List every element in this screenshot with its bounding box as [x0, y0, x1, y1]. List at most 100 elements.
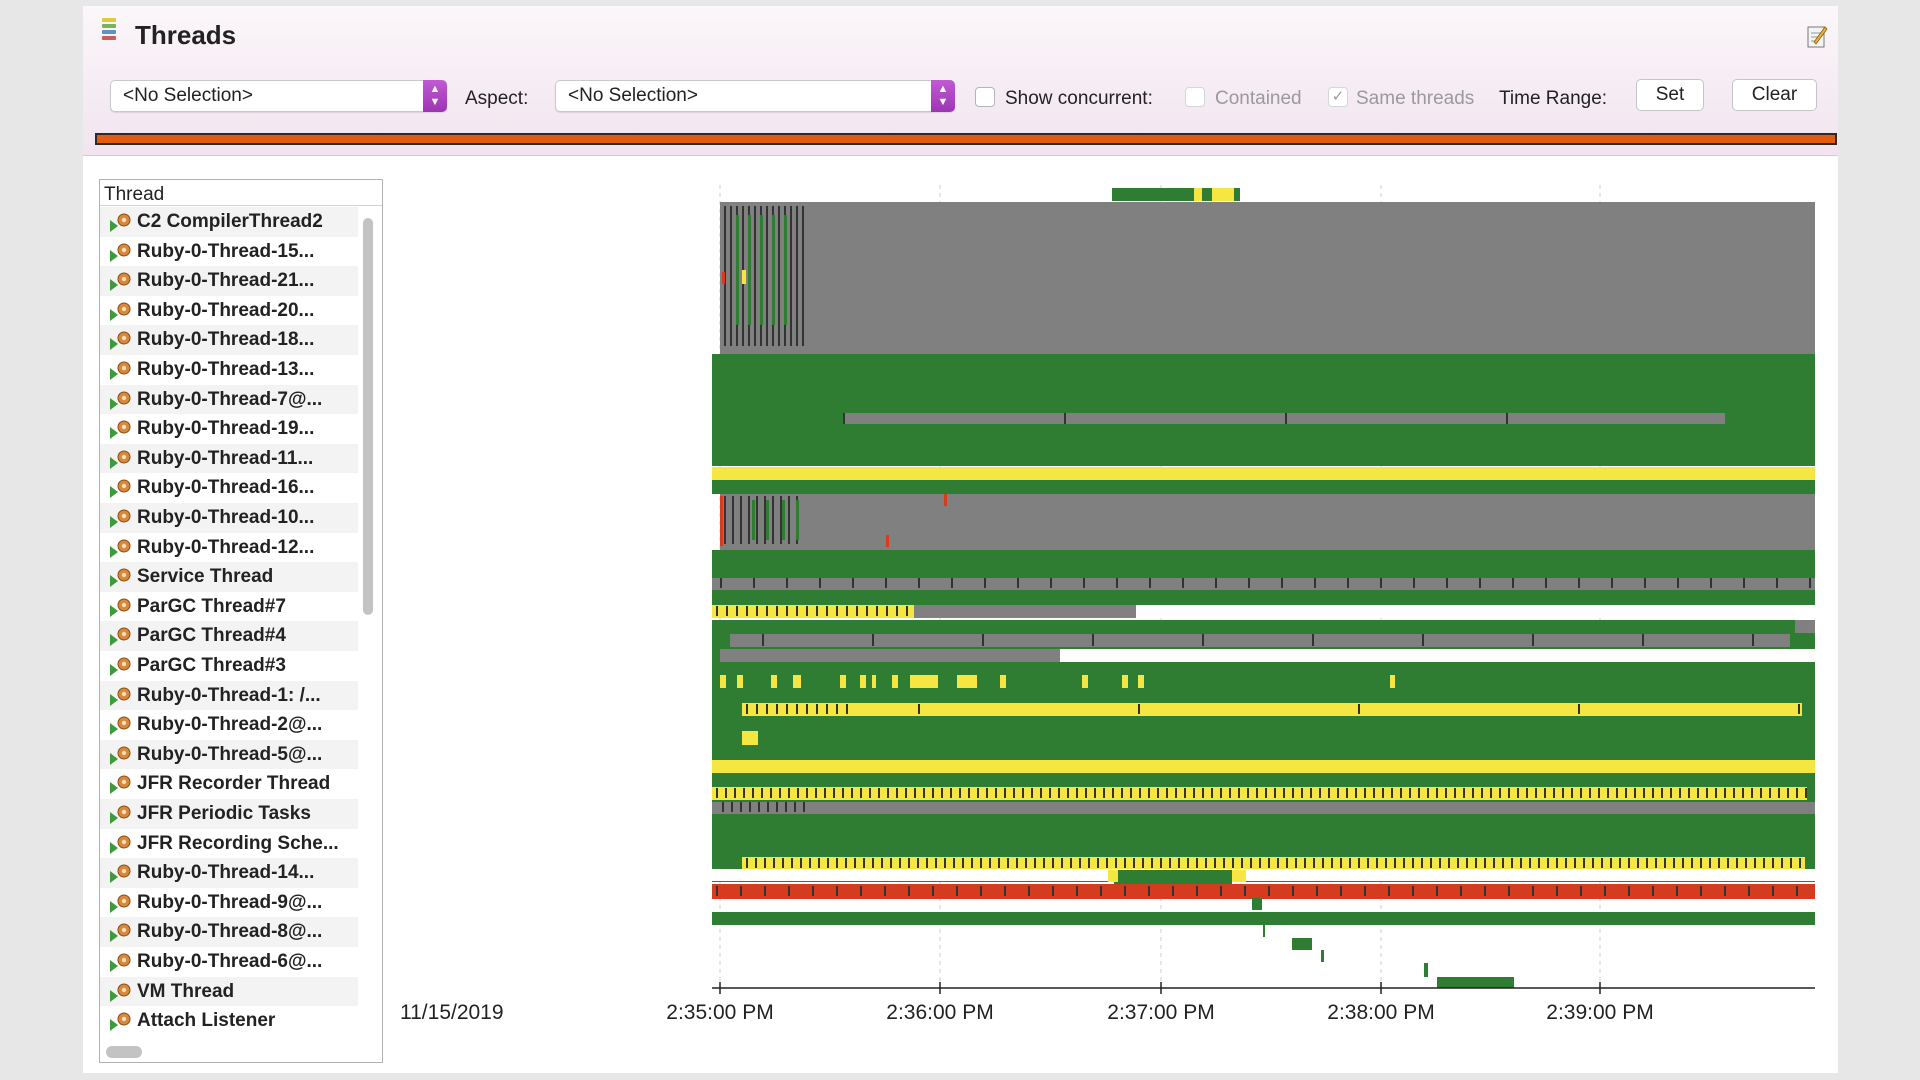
event-mark — [1301, 788, 1303, 798]
thread-row[interactable]: Ruby-0-Thread-19... — [100, 414, 358, 444]
event-mark — [1148, 788, 1150, 798]
state-segment — [736, 215, 739, 325]
event-mark — [806, 606, 808, 616]
event-mark — [856, 606, 858, 616]
event-mark — [1187, 858, 1189, 868]
event-mark — [776, 606, 778, 616]
event-mark — [743, 788, 745, 798]
event-mark — [869, 788, 871, 798]
event-mark — [788, 886, 790, 896]
state-segment — [1292, 938, 1312, 950]
event-mark — [761, 788, 763, 798]
event-mark — [1502, 858, 1504, 868]
contained-checkbox[interactable] — [1185, 87, 1205, 107]
thread-row[interactable]: Ruby-0-Thread-8@... — [100, 917, 358, 947]
event-mark — [1700, 858, 1702, 868]
horizontal-scrollbar[interactable] — [106, 1046, 142, 1058]
thread-row[interactable]: ParGC Thread#4 — [100, 621, 358, 651]
thread-row[interactable]: Ruby-0-Thread-12... — [100, 532, 358, 563]
thread-row[interactable]: C2 CompilerThread2 — [100, 207, 358, 237]
thread-row[interactable]: Ruby-0-Thread-18... — [100, 325, 358, 355]
thread-icon — [110, 509, 131, 528]
same-threads-checkbox[interactable]: ✓ — [1328, 87, 1348, 107]
axis-tick-label: 2:39:00 PM — [1546, 1001, 1653, 1024]
event-mark — [1076, 886, 1078, 896]
thread-list-header[interactable]: Thread — [100, 180, 382, 206]
time-range-progress-bar[interactable] — [95, 133, 1837, 145]
event-mark — [716, 886, 718, 896]
event-mark — [1673, 858, 1675, 868]
event-mark — [748, 496, 750, 544]
thread-icon — [110, 923, 131, 943]
thread-row[interactable]: Ruby-0-Thread-1: /... — [100, 680, 358, 711]
event-mark — [1752, 634, 1754, 646]
thread-row[interactable]: Ruby-0-Thread-5@... — [100, 739, 358, 770]
thread-list[interactable]: Thread C2 CompilerThread2 Ruby-0-Thread-1… — [99, 179, 383, 1063]
filter-select[interactable]: <No Selection> ▲ ▼ — [110, 80, 447, 112]
clear-button[interactable]: Clear — [1732, 79, 1817, 111]
event-mark — [953, 858, 955, 868]
thread-row[interactable]: Ruby-0-Thread-15... — [100, 236, 358, 267]
thread-row[interactable]: JFR Recording Sche... — [100, 828, 358, 859]
chevron-updown-icon: ▲ ▼ — [423, 80, 447, 112]
edit-page-icon[interactable] — [1806, 23, 1828, 49]
event-mark — [773, 858, 775, 868]
state-segment — [720, 649, 1060, 662]
thread-row[interactable]: Ruby-0-Thread-14... — [100, 858, 358, 888]
thread-row-label: Ruby-0-Thread-21... — [137, 270, 315, 292]
event-mark — [731, 802, 733, 812]
thread-row-label: Ruby-0-Thread-15... — [137, 240, 315, 262]
thread-row[interactable]: Ruby-0-Thread-20... — [100, 295, 358, 326]
show-concurrent-label: Show concurrent: — [1005, 88, 1153, 109]
thread-icon — [110, 627, 131, 647]
event-mark — [1346, 788, 1348, 798]
event-mark — [1607, 788, 1609, 798]
event-mark — [872, 858, 874, 868]
event-mark — [1028, 886, 1030, 896]
thread-row[interactable]: Ruby-0-Thread-11... — [100, 443, 358, 474]
thread-row-label: Ruby-0-Thread-6@... — [137, 951, 323, 972]
event-mark — [1538, 858, 1540, 868]
state-segment — [796, 500, 799, 540]
event-mark — [1229, 788, 1231, 798]
event-mark — [753, 578, 755, 588]
thread-row[interactable]: Ruby-0-Thread-21... — [100, 266, 358, 296]
event-mark — [887, 788, 889, 798]
vertical-scrollbar[interactable] — [363, 218, 373, 615]
event-mark — [734, 788, 736, 798]
event-mark — [736, 606, 738, 616]
thread-row[interactable]: ParGC Thread#3 — [100, 651, 358, 681]
event-mark — [1304, 858, 1306, 868]
event-mark — [1193, 788, 1195, 798]
event-mark — [846, 606, 848, 616]
set-button[interactable]: Set — [1636, 79, 1704, 111]
show-concurrent-checkbox[interactable] — [975, 87, 995, 107]
thread-row[interactable]: Attach Listener — [100, 1006, 358, 1036]
thread-row[interactable]: Ruby-0-Thread-9@... — [100, 887, 358, 918]
thread-row[interactable]: Ruby-0-Thread-10... — [100, 503, 358, 533]
event-mark — [1700, 886, 1702, 896]
state-segment — [1138, 675, 1144, 688]
thread-row[interactable]: Ruby-0-Thread-13... — [100, 355, 358, 385]
event-mark — [1772, 886, 1774, 896]
event-mark — [1064, 413, 1066, 424]
thread-row[interactable]: Ruby-0-Thread-16... — [100, 473, 358, 503]
event-mark — [1743, 578, 1745, 588]
event-mark — [1196, 886, 1198, 896]
thread-row[interactable]: JFR Periodic Tasks — [100, 799, 358, 829]
thread-row[interactable]: Ruby-0-Thread-2@... — [100, 710, 358, 740]
same-threads-label: Same threads — [1356, 88, 1475, 109]
thread-row[interactable]: VM Thread — [100, 976, 358, 1007]
thread-row[interactable]: Ruby-0-Thread-7@... — [100, 384, 358, 415]
thread-row[interactable]: ParGC Thread#7 — [100, 591, 358, 622]
event-mark — [796, 704, 798, 714]
event-mark — [932, 886, 934, 896]
thread-row[interactable]: JFR Recorder Thread — [100, 769, 358, 799]
event-mark — [1004, 788, 1006, 798]
aspect-select[interactable]: <No Selection> ▲ ▼ — [555, 80, 955, 112]
state-segment — [1321, 950, 1324, 962]
thread-row[interactable]: Service Thread — [100, 562, 358, 592]
event-mark — [1427, 788, 1429, 798]
thread-row[interactable]: Ruby-0-Thread-6@... — [100, 947, 358, 977]
